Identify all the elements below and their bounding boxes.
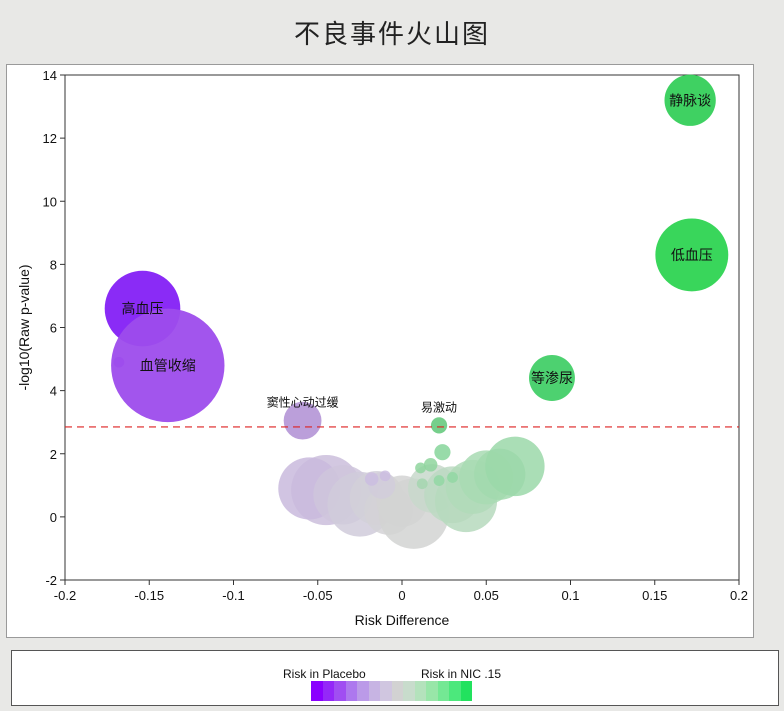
y-tick-label: 10 bbox=[43, 194, 57, 209]
legend-swatch bbox=[449, 681, 461, 701]
x-tick-label: -0.1 bbox=[222, 588, 244, 603]
point-label: 易激动 bbox=[421, 400, 457, 414]
point-label: 高血压 bbox=[122, 301, 164, 318]
legend-color-bar bbox=[311, 681, 472, 701]
y-tick-label: 6 bbox=[50, 321, 57, 336]
data-point-labeled bbox=[664, 74, 716, 126]
legend-swatch bbox=[334, 681, 346, 701]
legend-right-label: Risk in NIC .15 bbox=[421, 667, 502, 681]
data-point-labeled bbox=[111, 308, 225, 423]
data-point bbox=[416, 478, 428, 490]
data-point bbox=[433, 475, 445, 486]
data-point-labeled bbox=[655, 218, 729, 292]
point-label: 血管收缩 bbox=[140, 358, 196, 374]
data-point bbox=[415, 462, 426, 474]
data-point bbox=[434, 444, 451, 461]
x-tick-label: 0.2 bbox=[730, 588, 748, 603]
legend-swatch bbox=[437, 681, 449, 701]
legend-swatch bbox=[460, 681, 472, 701]
x-tick-label: 0.15 bbox=[642, 588, 667, 603]
y-tick-label: -2 bbox=[45, 573, 57, 588]
legend-swatch bbox=[380, 681, 392, 701]
data-point bbox=[423, 458, 438, 472]
data-point bbox=[364, 472, 379, 486]
legend-left-label: Risk in Placebo bbox=[283, 667, 366, 681]
y-axis-label: -log10(Raw p-value) bbox=[16, 264, 32, 390]
x-tick-label: -0.2 bbox=[54, 588, 76, 603]
legend-swatch bbox=[414, 681, 426, 701]
legend-swatch bbox=[311, 681, 323, 701]
data-point-labeled bbox=[283, 401, 322, 440]
y-tick-label: 8 bbox=[50, 257, 57, 272]
legend-swatch bbox=[322, 681, 334, 701]
data-point bbox=[379, 470, 391, 482]
data-point bbox=[447, 472, 458, 483]
x-tick-label: 0.1 bbox=[561, 588, 579, 603]
x-tick-label: 0.05 bbox=[474, 588, 499, 603]
legend-swatch bbox=[345, 681, 357, 701]
legend-swatch bbox=[357, 681, 369, 701]
point-label: 等渗尿 bbox=[531, 370, 573, 387]
chart-title: 不良事件火山图 bbox=[293, 20, 490, 50]
legend-swatch bbox=[403, 681, 415, 701]
data-point bbox=[485, 436, 545, 497]
point-label: 低血压 bbox=[671, 248, 713, 264]
x-tick-label: -0.05 bbox=[303, 588, 333, 603]
legend-swatch bbox=[426, 681, 438, 701]
legend: Risk in Placebo Risk in NIC .15 bbox=[11, 650, 779, 706]
legend-swatch bbox=[368, 681, 380, 701]
legend-swatch bbox=[391, 681, 403, 701]
y-tick-label: 12 bbox=[43, 131, 57, 146]
x-tick-label: 0 bbox=[398, 588, 405, 603]
x-tick-label: -0.15 bbox=[134, 588, 164, 603]
y-tick-label: 0 bbox=[50, 510, 57, 525]
y-tick-label: 14 bbox=[43, 68, 57, 83]
point-label: 窦性心动过缓 bbox=[267, 396, 339, 410]
data-point-labeled bbox=[529, 355, 575, 401]
x-axis-label: Risk Difference bbox=[355, 612, 450, 628]
data-point-labeled bbox=[430, 417, 448, 434]
y-tick-label: 4 bbox=[50, 384, 57, 399]
y-tick-label: 2 bbox=[50, 447, 57, 462]
point-label: 静脉谈 bbox=[669, 93, 711, 109]
chart-frame: 静脉谈低血压等渗尿易激动 窦性心动过缓 高血压血管收缩 -0.2 -0.15 -0.1 -0… bbox=[6, 64, 754, 638]
